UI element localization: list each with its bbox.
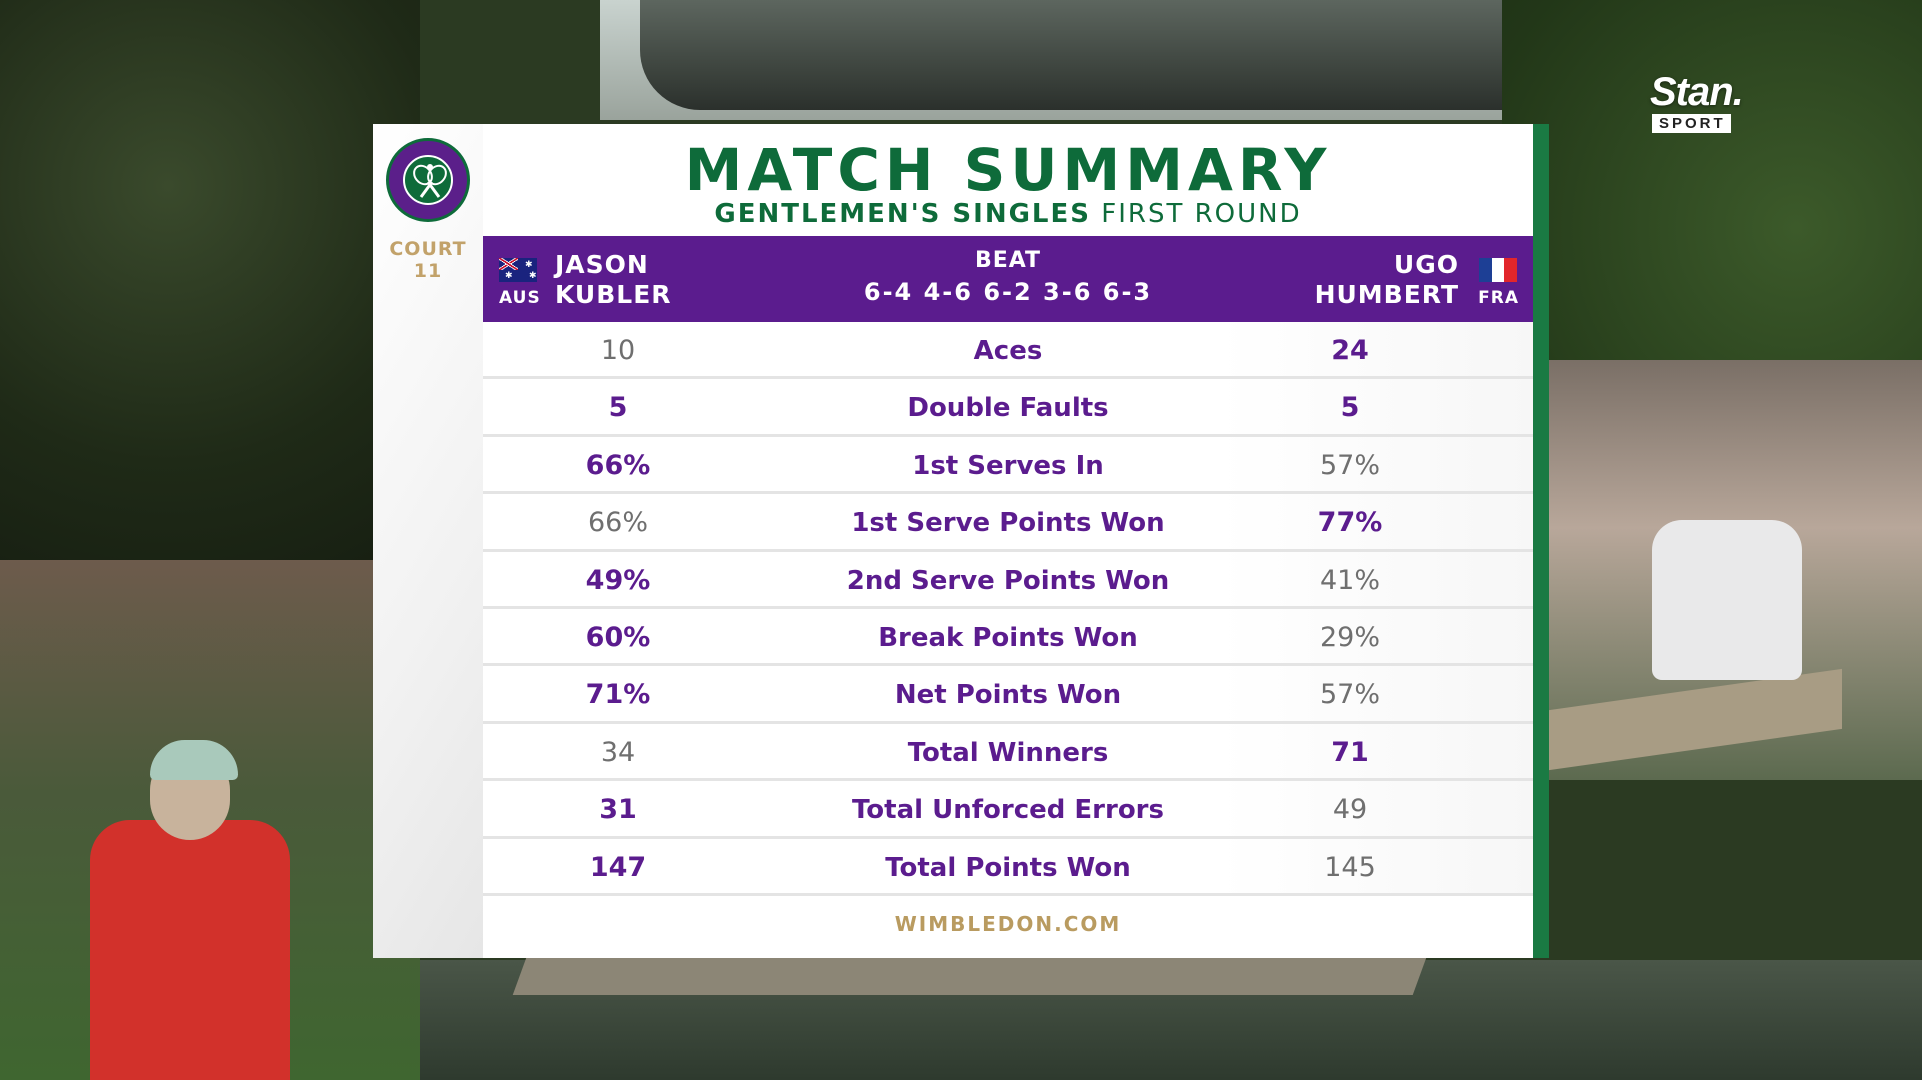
stat-left-value: 31 <box>599 794 637 826</box>
player-left-last-name: KUBLER <box>555 280 672 309</box>
stat-left-value: 5 <box>608 392 628 424</box>
stat-label: Total Winners <box>907 737 1109 768</box>
panel-accent-bar <box>1533 124 1549 958</box>
match-summary-panel: COURT 11 MATCH SUMMARY GENTLEMEN'S SINGL… <box>373 124 1549 958</box>
flag-stripe-red <box>1504 258 1518 282</box>
player-right-name: UGO HUMBERT <box>1315 250 1459 310</box>
australia-flag-icon: ✱ ✱ ✱ <box>499 258 537 282</box>
france-flag-icon <box>1479 258 1518 282</box>
stat-label: Double Faults <box>907 393 1109 424</box>
stat-label: 2nd Serve Points Won <box>846 565 1170 596</box>
stat-left-value: 10 <box>600 335 636 366</box>
stat-right-value: 57% <box>1319 449 1380 481</box>
background-spectator <box>90 820 290 1080</box>
stat-row: 49% 2nd Serve Points Won 41% <box>483 551 1533 609</box>
stat-right-value: 145 <box>1324 851 1376 883</box>
stat-left-value: 60% <box>585 621 651 653</box>
stat-right-value: 5 <box>1340 392 1360 424</box>
stat-label: Total Points Won <box>885 852 1131 883</box>
stat-right-value: 49 <box>1332 794 1368 826</box>
stat-row: 60% Break Points Won 29% <box>483 608 1533 667</box>
stat-left-value: 71% <box>585 679 651 711</box>
court-word: COURT <box>389 238 467 260</box>
background-ledge <box>512 955 1428 995</box>
player-left-first-name: JASON <box>555 250 649 279</box>
flag-stripe-blue <box>1479 258 1492 282</box>
stat-row: 71% Net Points Won 57% <box>483 666 1533 724</box>
union-jack-icon <box>499 258 518 270</box>
stat-right-value: 24 <box>1331 335 1369 366</box>
match-result: BEAT 6-4 4-6 6-2 3-6 6-3 <box>783 246 1233 308</box>
star-icon: ✱ <box>529 271 537 281</box>
broadcaster-sub: SPORT <box>1652 114 1731 133</box>
player-left-name: JASON KUBLER <box>555 250 672 310</box>
stat-label: Net Points Won <box>894 680 1122 711</box>
stat-label: 1st Serve Points Won <box>851 508 1165 539</box>
star-icon: ✱ <box>525 260 533 270</box>
court-label: COURT 11 <box>373 238 483 282</box>
stat-left-value: 66% <box>587 507 648 539</box>
result-word: BEAT <box>974 248 1042 273</box>
stat-row: 66% 1st Serves In 57% <box>483 436 1533 495</box>
stat-label: Aces <box>973 336 1043 366</box>
stat-left-value: 49% <box>585 564 651 596</box>
player-left-country: AUS <box>499 288 541 308</box>
round-name: FIRST ROUND <box>1101 199 1302 229</box>
stat-right-value: 57% <box>1319 679 1380 711</box>
stat-right-value: 77% <box>1317 507 1383 539</box>
stat-row: 147 Total Points Won 145 <box>483 838 1533 896</box>
background-trees-left <box>0 0 420 620</box>
panel-sidebar: COURT 11 <box>373 124 483 958</box>
court-number: 11 <box>413 260 443 282</box>
stat-row: 5 Double Faults 5 <box>483 379 1533 437</box>
stat-row: 34 Total Winners 71 <box>483 723 1533 782</box>
stats-table: 10 Aces 24 5 Double Faults 5 66% 1st Serves In 5… <box>483 322 1533 896</box>
star-icon: ✱ <box>505 271 513 281</box>
stat-right-value: 71 <box>1331 736 1369 768</box>
wimbledon-logo <box>386 138 470 222</box>
stat-row: 66% 1st Serve Points Won 77% <box>483 494 1533 552</box>
player-right-country: FRA <box>1478 288 1519 308</box>
stat-right-value: 29% <box>1319 621 1380 653</box>
player-right-last-name: HUMBERT <box>1314 280 1459 309</box>
stat-label: 1st Serves In <box>912 450 1104 481</box>
flag-stripe-white <box>1491 258 1505 282</box>
broadcaster-logo: Stan. SPORT <box>1650 72 1770 133</box>
footer-url: WIMBLEDON.COM <box>894 912 1122 936</box>
stat-right-value: 41% <box>1319 564 1380 596</box>
player-right-first-name: UGO <box>1393 250 1459 279</box>
background-seated-spectator <box>1652 520 1802 680</box>
stat-label: Break Points Won <box>878 622 1138 653</box>
background-stadium-roof <box>640 0 1540 110</box>
page-subtitle: GENTLEMEN'S SINGLES FIRST ROUND <box>483 194 1533 234</box>
background-spectator-cap <box>150 740 238 780</box>
players-header: ✱ ✱ ✱ AUS JASON KUBLER BEAT 6-4 4-6 6-2 … <box>483 236 1533 322</box>
stat-row: 10 Aces 24 <box>483 322 1533 380</box>
event-name: GENTLEMEN'S SINGLES <box>714 199 1091 229</box>
crossed-rackets-icon <box>413 164 447 198</box>
stat-left-value: 34 <box>600 736 636 768</box>
broadcaster-name: Stan. <box>1650 70 1744 114</box>
stat-row: 31 Total Unforced Errors 49 <box>483 781 1533 839</box>
page-title: MATCH SUMMARY <box>684 136 1332 204</box>
stat-label: Total Unforced Errors <box>852 795 1164 826</box>
wimbledon-logo-inner <box>403 155 453 205</box>
stat-left-value: 147 <box>589 851 647 883</box>
match-score: 6-4 4-6 6-2 3-6 6-3 <box>863 278 1153 306</box>
stat-left-value: 66% <box>585 449 651 481</box>
